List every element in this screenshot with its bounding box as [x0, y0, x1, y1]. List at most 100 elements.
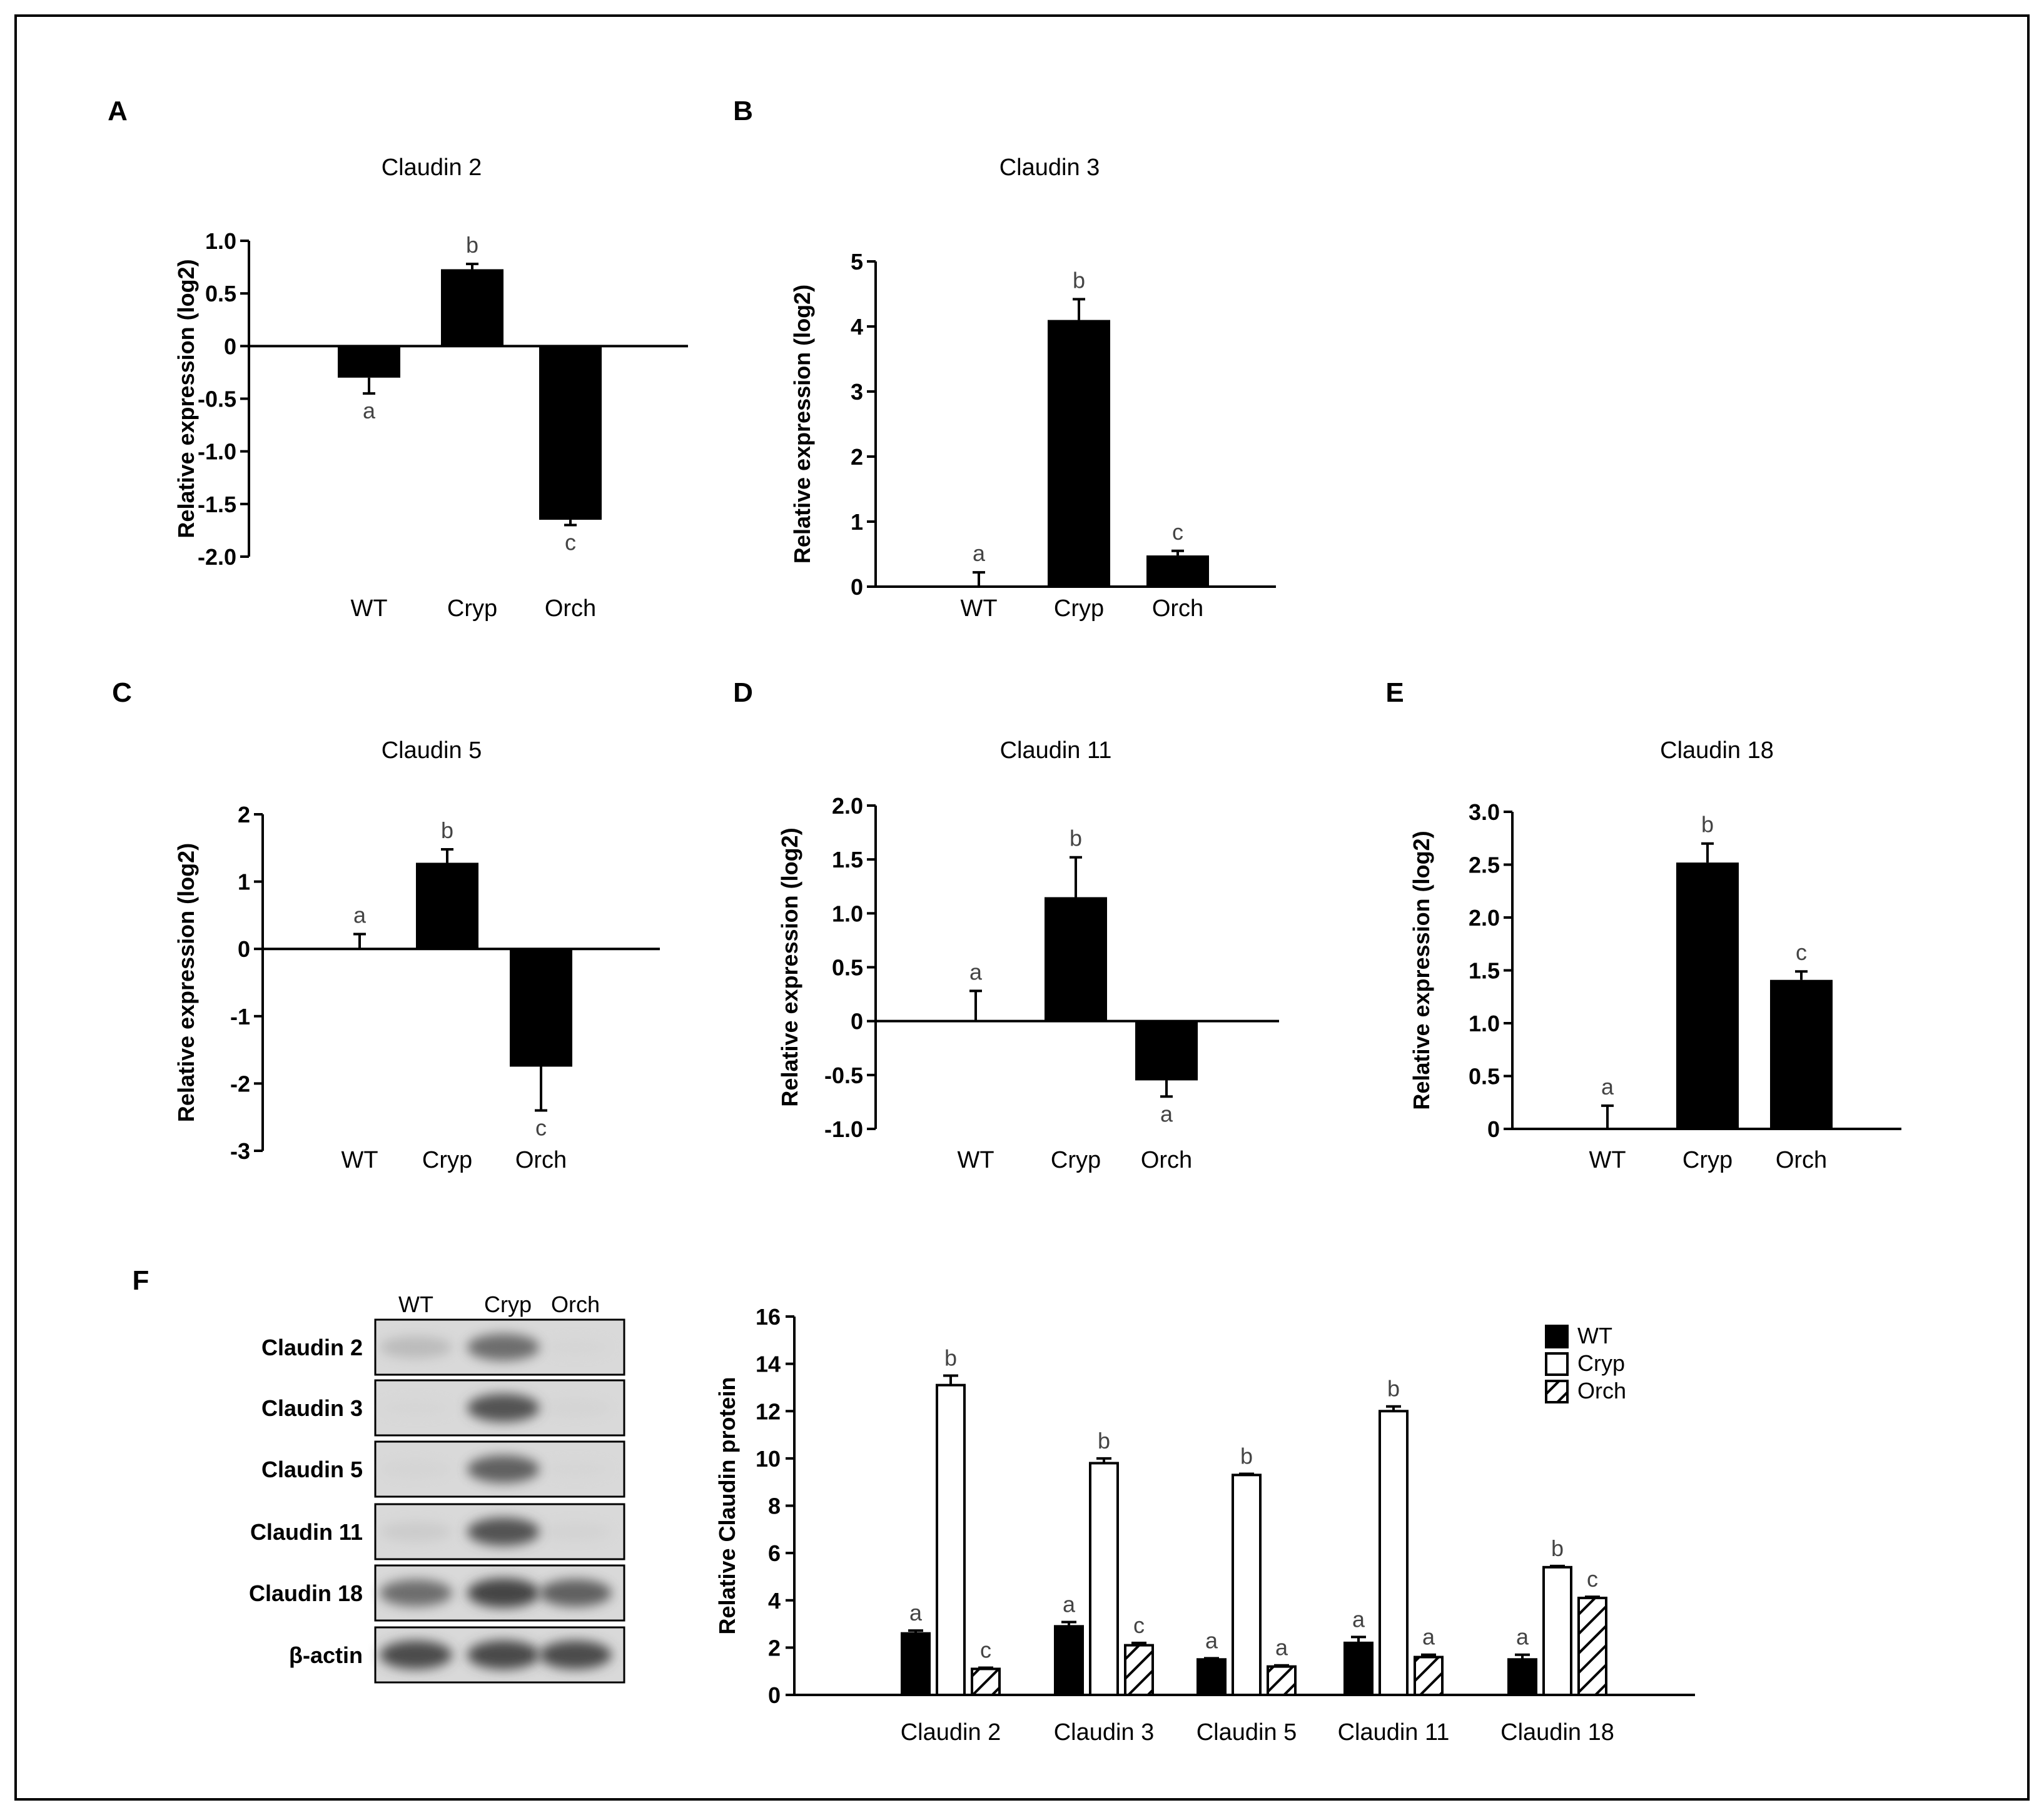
y-tick-label: 0 — [1487, 1116, 1500, 1142]
bar-claudin-2-cryp — [936, 1383, 966, 1696]
significance-letter: a — [1601, 1074, 1614, 1100]
y-tick-label: 0 — [224, 333, 236, 359]
panel-letter: D — [733, 677, 753, 708]
y-tick-label: 0.5 — [832, 955, 863, 981]
bar-cryp — [1045, 897, 1107, 1021]
blot-band — [380, 1460, 452, 1479]
chart-title: Claudin 18 — [1660, 737, 1774, 764]
category-label: Cryp — [1054, 595, 1104, 622]
y-tick-label: 10 — [756, 1446, 781, 1472]
significance-letter: b — [1701, 812, 1714, 837]
y-tick-label: -2 — [230, 1071, 250, 1096]
y-tick-label: 14 — [756, 1352, 781, 1377]
y-tick-label: 0.5 — [1469, 1064, 1500, 1090]
panel-letter: F — [133, 1265, 149, 1296]
blot-band — [467, 1517, 540, 1546]
significance-letter: a — [363, 398, 376, 423]
y-axis-label: Relative expression (log2) — [173, 843, 199, 1122]
y-tick-label: 0 — [851, 574, 863, 600]
bar-orch — [510, 949, 572, 1067]
y-tick-label: 3.0 — [1469, 799, 1500, 825]
significance-letter: b — [1240, 1443, 1253, 1469]
panel-c: C Claudin 5 Relative expression (log2) 2 1 0 -… — [112, 677, 660, 1173]
category-label: WT — [960, 595, 997, 622]
category-label: Cryp — [1051, 1147, 1101, 1173]
category-label: WT — [957, 1147, 994, 1173]
category-label: Cryp — [447, 595, 497, 622]
significance-letter: b — [466, 232, 478, 258]
significance-letter: c — [1796, 939, 1807, 965]
category-label: Claudin 3 — [1054, 1719, 1155, 1746]
y-tick-label: 3 — [851, 379, 863, 405]
y-tick-label: 1.0 — [1469, 1011, 1500, 1036]
bar-claudin-3-wt — [1054, 1625, 1084, 1696]
significance-letter: b — [1073, 267, 1085, 293]
y-tick-label: 0 — [768, 1682, 781, 1708]
blot-band — [467, 1640, 540, 1670]
significance-letter: a — [1275, 1635, 1288, 1661]
category-label: Claudin 5 — [1197, 1719, 1297, 1746]
category-label: Claudin 11 — [1338, 1719, 1450, 1746]
y-tick-label: 4 — [768, 1588, 781, 1614]
blot-row-label: Claudin 5 — [261, 1457, 363, 1482]
blot-band — [380, 1336, 452, 1358]
bar-claudin-18-orch — [1577, 1596, 1607, 1696]
bar-claudin-3-orch — [1124, 1644, 1154, 1696]
y-tick-label: 8 — [768, 1494, 781, 1519]
blot-row-label: β-actin — [289, 1642, 363, 1668]
y-axis-label: Relative expression (log2) — [789, 285, 815, 564]
bar-claudin-11-wt — [1343, 1641, 1374, 1696]
significance-letter: c — [1172, 519, 1183, 545]
bar-wt — [338, 346, 400, 378]
significance-letter: a — [909, 1600, 923, 1625]
bar-claudin-5-wt — [1197, 1658, 1227, 1696]
bar-claudin-11-cryp — [1379, 1410, 1409, 1696]
y-tick-label: 4 — [851, 314, 863, 340]
significance-letter: b — [944, 1345, 957, 1371]
bar-cryp — [1048, 320, 1110, 587]
bar-claudin-11-orch — [1414, 1656, 1444, 1696]
panel-d: D Claudin 11 Relative expression (log2) 2.0… — [733, 677, 1279, 1173]
blot-row-label: Claudin 3 — [261, 1395, 363, 1421]
y-tick-label: 12 — [756, 1398, 781, 1424]
bar-orch — [539, 346, 602, 520]
significance-letter: a — [1160, 1101, 1173, 1126]
significance-letter: c — [980, 1637, 991, 1663]
legend-swatch-wt — [1545, 1325, 1569, 1348]
significance-letter: b — [1387, 1376, 1400, 1402]
category-label: Cryp — [422, 1147, 472, 1173]
significance-letter: b — [1098, 1428, 1110, 1454]
legend-label: WT — [1577, 1323, 1612, 1348]
category-label: Claudin 2 — [901, 1719, 1001, 1746]
y-tick-label: -2.0 — [198, 544, 236, 570]
panel-letter: C — [112, 677, 132, 708]
bar-cryp — [441, 269, 503, 346]
blot-band — [380, 1641, 452, 1669]
blot-row-label: Claudin 2 — [261, 1335, 363, 1360]
significance-letter: b — [1070, 826, 1082, 851]
blot-band — [380, 1522, 452, 1542]
bar-claudin-5-cryp — [1232, 1474, 1262, 1696]
bar-orch — [1135, 1021, 1198, 1081]
bar-orch — [1770, 979, 1833, 1129]
bar-claudin-2-orch — [971, 1667, 1001, 1696]
y-tick-label: 2 — [851, 444, 863, 470]
y-tick-label: -0.5 — [824, 1063, 863, 1088]
y-tick-label: 1 — [238, 869, 250, 895]
bar-claudin-18-cryp — [1542, 1565, 1572, 1696]
y-tick-label: 1.5 — [832, 847, 863, 872]
y-tick-label: 1.5 — [1469, 958, 1500, 984]
blot-lane-label: Orch — [551, 1292, 600, 1317]
blot-band — [380, 1579, 452, 1607]
blot-band — [467, 1393, 540, 1422]
legend-label: Cryp — [1577, 1350, 1625, 1376]
chart-title: Claudin 11 — [1000, 737, 1112, 764]
legend-label: Orch — [1577, 1378, 1626, 1403]
blot-lane-label: WT — [398, 1292, 433, 1317]
significance-letter: c — [1587, 1566, 1598, 1592]
panel-f-bar-chart: Relative Claudin protein 16 14 12 10 8 6 4 2 0 Cla… — [714, 1304, 1695, 1746]
significance-letter: a — [353, 902, 367, 928]
blot-band — [467, 1578, 540, 1608]
legend-swatch-cryp — [1545, 1352, 1569, 1376]
